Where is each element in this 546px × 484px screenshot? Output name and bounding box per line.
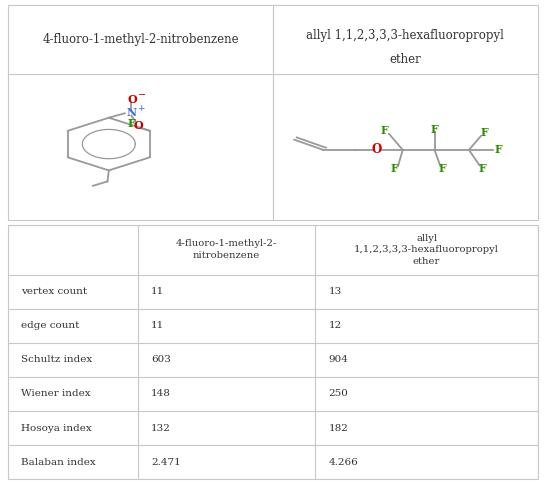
Text: 4.266: 4.266 <box>329 457 358 467</box>
Text: O: O <box>371 143 382 156</box>
Text: vertex count: vertex count <box>21 287 87 296</box>
Text: O: O <box>128 93 138 105</box>
Text: 148: 148 <box>151 390 171 398</box>
Text: 4-fluoro-1-methyl-2-nitrobenzene: 4-fluoro-1-methyl-2-nitrobenzene <box>42 33 239 46</box>
Text: N: N <box>126 107 136 118</box>
Text: allyl 1,1,2,3,3,3-hexafluoropropyl: allyl 1,1,2,3,3,3-hexafluoropropyl <box>306 30 505 43</box>
Text: Wiener index: Wiener index <box>21 390 91 398</box>
Text: 11: 11 <box>151 321 164 330</box>
Text: F: F <box>478 164 486 174</box>
Text: edge count: edge count <box>21 321 80 330</box>
Text: F: F <box>438 164 446 174</box>
Text: 12: 12 <box>329 321 342 330</box>
Text: Schultz index: Schultz index <box>21 355 93 364</box>
Text: 11: 11 <box>151 287 164 296</box>
Text: 603: 603 <box>151 355 171 364</box>
Text: F: F <box>128 118 135 129</box>
Text: −: − <box>138 90 146 100</box>
Text: allyl
1,1,2,3,3,3-hexafluoropropyl
ether: allyl 1,1,2,3,3,3-hexafluoropropyl ether <box>354 234 499 266</box>
Text: Hosoya index: Hosoya index <box>21 424 92 433</box>
Text: 250: 250 <box>329 390 348 398</box>
Text: 2.471: 2.471 <box>151 457 181 467</box>
Text: 182: 182 <box>329 424 348 433</box>
Text: F: F <box>481 127 489 138</box>
Text: ether: ether <box>389 53 422 66</box>
Text: F: F <box>494 144 502 155</box>
Text: 13: 13 <box>329 287 342 296</box>
Text: Balaban index: Balaban index <box>21 457 96 467</box>
Text: 4-fluoro-1-methyl-2-
nitrobenzene: 4-fluoro-1-methyl-2- nitrobenzene <box>176 240 277 260</box>
Text: F: F <box>431 124 438 135</box>
Text: F: F <box>381 125 388 136</box>
Text: 904: 904 <box>329 355 348 364</box>
Text: 132: 132 <box>151 424 171 433</box>
Text: F: F <box>391 164 399 174</box>
Text: O: O <box>133 120 143 131</box>
Text: +: + <box>138 104 145 113</box>
